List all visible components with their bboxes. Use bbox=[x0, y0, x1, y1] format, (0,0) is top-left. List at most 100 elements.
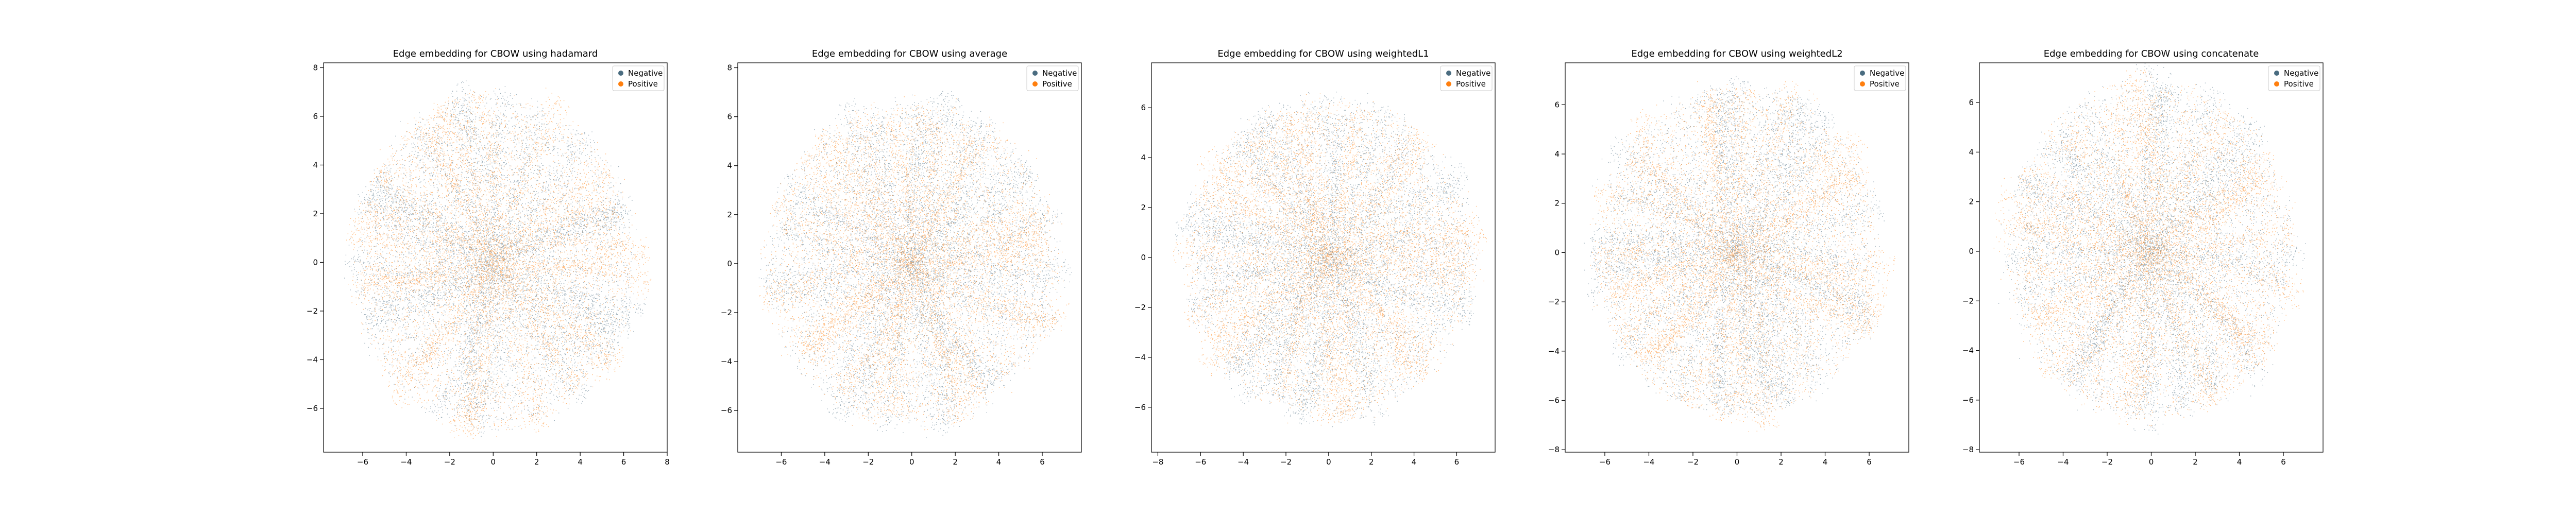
axes-frame bbox=[737, 62, 1082, 453]
scatter-points bbox=[1993, 63, 2306, 435]
x-tick-label: 6 bbox=[1867, 457, 1872, 467]
y-tick-label: −4 bbox=[721, 357, 732, 366]
subplot-3: Edge embedding for CBOW using weightedL1… bbox=[1134, 48, 1496, 467]
y-tick-label: 6 bbox=[313, 112, 318, 121]
y-tick-label: −4 bbox=[1134, 353, 1146, 362]
y-tick-label: 2 bbox=[727, 210, 732, 219]
legend-box bbox=[1026, 65, 1079, 91]
y-tick-label: 6 bbox=[1141, 103, 1146, 112]
x-tick-label: 6 bbox=[1454, 457, 1460, 467]
legend-box bbox=[1854, 65, 1906, 91]
x-tick-label: −6 bbox=[357, 457, 368, 467]
y-tick-label: −4 bbox=[307, 355, 318, 364]
legend-label-negative: Negative bbox=[1870, 68, 1904, 78]
legend-marker-positive bbox=[1032, 81, 1038, 87]
legend-label-negative: Negative bbox=[1456, 68, 1490, 78]
x-tick-label: −2 bbox=[862, 457, 874, 467]
y-tick-label: 0 bbox=[1969, 247, 1974, 256]
scatter-points bbox=[1584, 76, 1895, 432]
y-tick-label: 4 bbox=[727, 161, 732, 170]
x-tick-label: 0 bbox=[491, 457, 496, 467]
legend-label-negative: Negative bbox=[2284, 68, 2318, 78]
x-tick-label: −6 bbox=[775, 457, 787, 467]
x-tick-label: 4 bbox=[1823, 457, 1828, 467]
legend-marker-negative bbox=[1446, 71, 1451, 76]
legend-label-positive: Positive bbox=[2284, 79, 2314, 89]
legend-marker-negative bbox=[1032, 71, 1038, 76]
y-tick-label: −4 bbox=[1962, 346, 1974, 355]
chart-title: Edge embedding for CBOW using average bbox=[812, 48, 1007, 59]
x-tick-label: −4 bbox=[1238, 457, 1249, 467]
x-tick-label: 2 bbox=[1369, 457, 1374, 467]
x-tick-label: 2 bbox=[953, 457, 958, 467]
x-tick-label: −2 bbox=[1687, 457, 1699, 467]
x-tick-label: 2 bbox=[534, 457, 539, 467]
x-tick-label: 0 bbox=[1735, 457, 1740, 467]
chart-title: Edge embedding for CBOW using hadamard bbox=[393, 48, 598, 59]
subplot-4: Edge embedding for CBOW using weightedL2… bbox=[1548, 48, 1909, 467]
legend-marker-negative bbox=[1860, 71, 1865, 76]
scatter-points bbox=[1173, 92, 1487, 427]
y-tick-label: 2 bbox=[1141, 203, 1146, 212]
chart-title: Edge embedding for CBOW using concatenat… bbox=[2044, 48, 2259, 59]
x-tick-label: −2 bbox=[1280, 457, 1292, 467]
x-tick-label: −4 bbox=[2057, 457, 2069, 467]
legend-marker-positive bbox=[618, 81, 623, 87]
x-tick-label: −4 bbox=[400, 457, 412, 467]
legend-marker-positive bbox=[1446, 81, 1451, 87]
y-tick-label: −2 bbox=[307, 306, 318, 316]
y-tick-label: 2 bbox=[313, 209, 318, 218]
y-tick-label: −8 bbox=[1548, 445, 1560, 454]
series-negative bbox=[1584, 76, 1885, 418]
legend-box bbox=[2268, 65, 2320, 91]
y-tick-label: −6 bbox=[721, 406, 732, 415]
x-tick-label: 4 bbox=[996, 457, 1002, 467]
series-negative bbox=[344, 80, 647, 437]
y-tick-label: 6 bbox=[1969, 98, 1974, 107]
legend-label-positive: Positive bbox=[1870, 79, 1900, 89]
x-tick-label: −2 bbox=[2102, 457, 2113, 467]
y-tick-label: 0 bbox=[727, 259, 732, 268]
subplot-1: Edge embedding for CBOW using hadamard −6… bbox=[307, 48, 670, 467]
y-tick-label: −2 bbox=[721, 308, 732, 317]
x-tick-label: 0 bbox=[2149, 457, 2154, 467]
x-tick-label: −4 bbox=[819, 457, 831, 467]
axes-frame bbox=[1565, 62, 1909, 453]
y-tick-label: −8 bbox=[1962, 445, 1974, 454]
x-tick-label: −8 bbox=[1152, 457, 1163, 467]
y-tick-label: 4 bbox=[1141, 153, 1146, 162]
y-tick-label: 0 bbox=[1141, 253, 1146, 262]
y-tick-label: −2 bbox=[1548, 297, 1560, 306]
legend-label-negative: Negative bbox=[1042, 68, 1077, 78]
series-positive bbox=[1173, 93, 1487, 426]
legend-label-positive: Positive bbox=[628, 79, 658, 89]
legend-marker-negative bbox=[2274, 71, 2279, 76]
y-tick-label: −2 bbox=[1134, 303, 1146, 312]
x-tick-label: 2 bbox=[2193, 457, 2198, 467]
series-positive bbox=[346, 88, 652, 439]
axes-frame bbox=[323, 62, 668, 453]
x-tick-label: 4 bbox=[578, 457, 583, 467]
y-tick-label: −6 bbox=[307, 404, 318, 413]
x-tick-label: 6 bbox=[1040, 457, 1045, 467]
axes-frame bbox=[1979, 62, 2324, 453]
y-tick-label: −6 bbox=[1548, 396, 1560, 405]
x-tick-label: −2 bbox=[444, 457, 455, 467]
series-positive bbox=[1993, 70, 2304, 426]
legend-marker-negative bbox=[618, 71, 623, 76]
y-tick-label: −2 bbox=[1962, 296, 1974, 305]
y-tick-label: 2 bbox=[1969, 197, 1974, 207]
legend-label-positive: Positive bbox=[1042, 79, 1072, 89]
x-tick-label: 0 bbox=[1326, 457, 1331, 467]
legend-marker-positive bbox=[1860, 81, 1865, 87]
chart-title: Edge embedding for CBOW using weightedL2 bbox=[1631, 48, 1842, 59]
y-tick-label: 6 bbox=[1554, 100, 1560, 109]
x-tick-label: 4 bbox=[1412, 457, 1417, 467]
y-tick-label: −6 bbox=[1134, 403, 1146, 412]
legend-label-negative: Negative bbox=[628, 68, 663, 78]
y-tick-label: 0 bbox=[1554, 248, 1560, 257]
